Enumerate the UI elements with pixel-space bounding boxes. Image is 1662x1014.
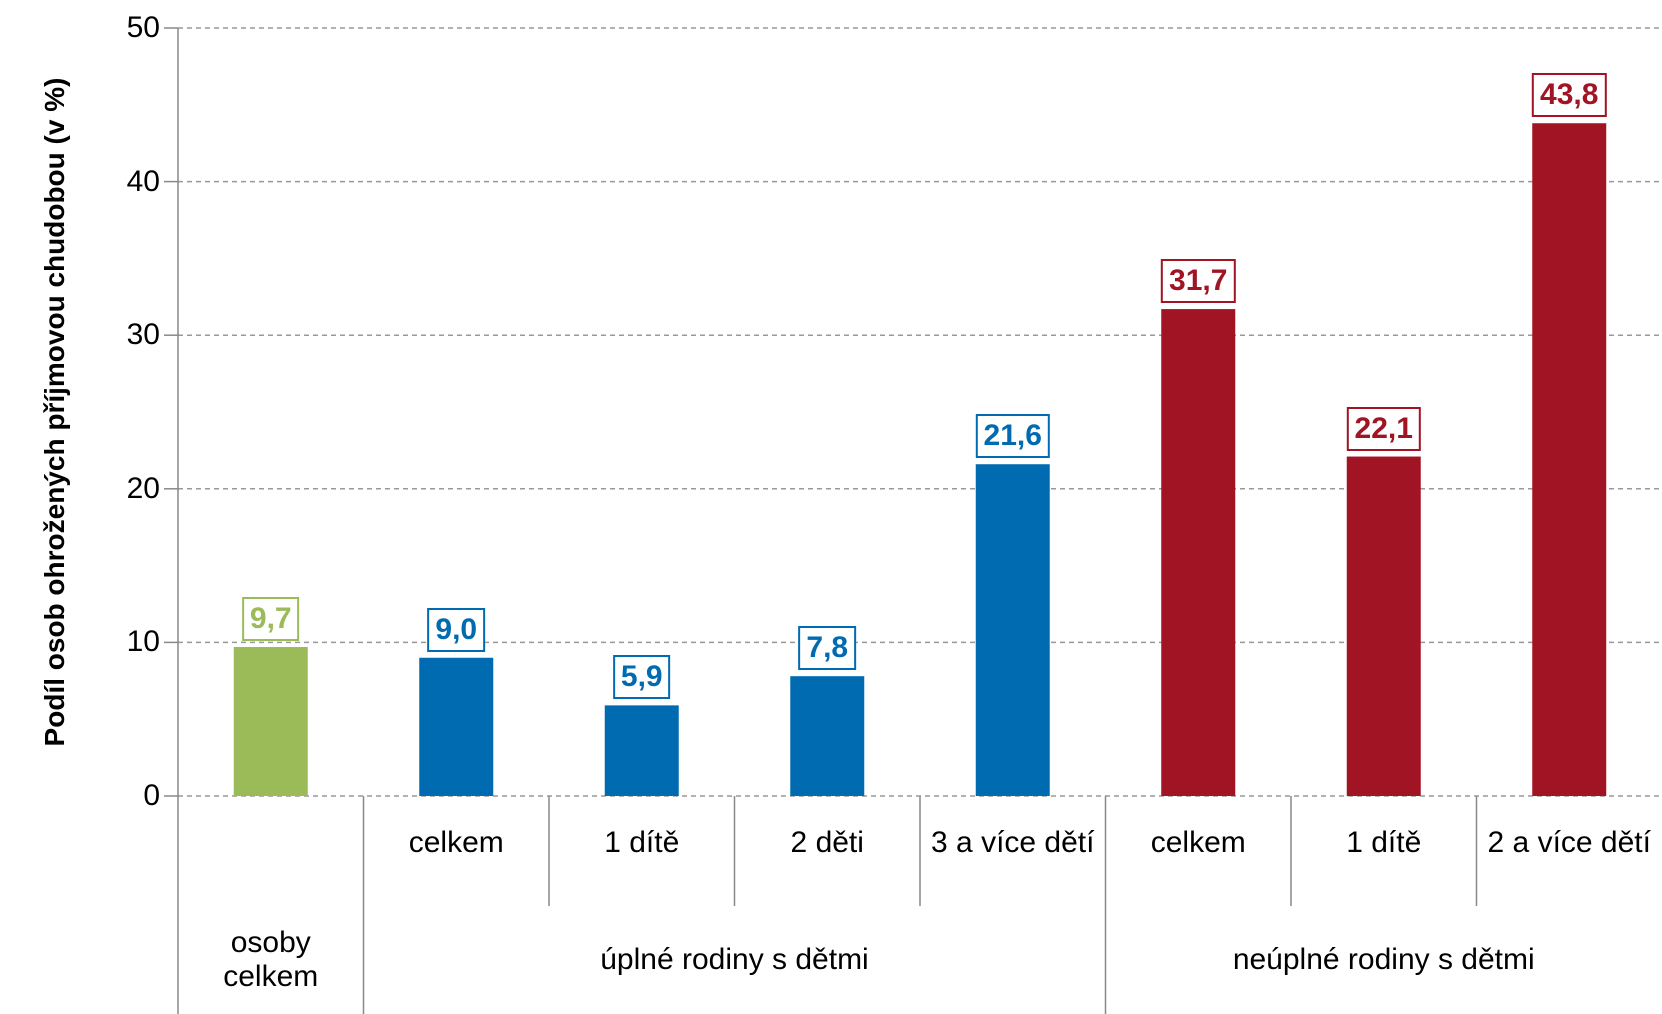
value-label: 7,8 [798,626,857,671]
y-tick-label: 40 [126,164,160,198]
x-tick-label: 2 a více dětí [1487,826,1651,859]
x-tick-label: celkem [408,826,504,859]
bar [975,464,1050,796]
value-label: 9,0 [427,607,486,652]
x-tick-label: 3 a více dětí [931,826,1095,859]
y-tick-label: 0 [143,779,160,812]
group-label: neúplné rodiny s dětmi [1232,943,1535,976]
bar [1346,456,1421,796]
group-label: úplné rodiny s dětmi [600,943,869,976]
bar [790,676,865,796]
x-tick-label: 2 děti [790,826,864,859]
value-label: 9,7 [241,597,300,641]
value-label: 43,8 [1532,73,1607,118]
y-tick-label: 20 [126,471,160,505]
y-tick-label: 30 [126,318,160,352]
bar [419,657,494,796]
value-label: 22,1 [1346,406,1421,451]
bar [1532,123,1607,797]
y-axis-label: Podíl osob ohrožených příjmovou chudobou… [39,77,70,747]
x-tick-label: celkem [1150,826,1246,859]
y-tick-label: 50 [126,11,160,44]
x-tick-label: 1 dítě [604,826,680,859]
value-label: 31,7 [1161,259,1236,304]
x-tick-label: 1 dítě [1346,826,1422,859]
group-label: osoby celkem [223,926,319,993]
bar [233,647,308,796]
value-label: 5,9 [612,655,671,700]
bar [1161,309,1236,796]
value-label: 21,6 [975,414,1050,459]
y-tick-label: 10 [126,625,160,659]
bar [604,705,679,796]
